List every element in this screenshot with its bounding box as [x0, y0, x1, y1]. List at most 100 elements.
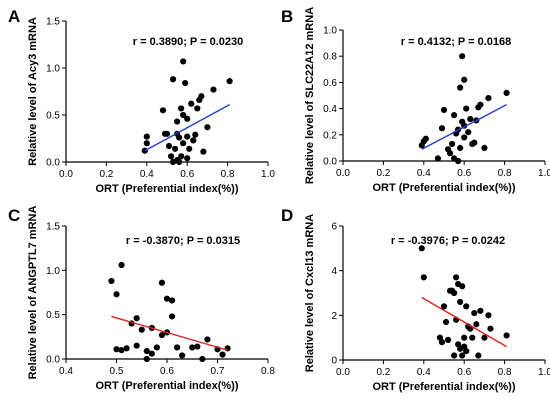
- x-tick-label: 0.6: [160, 366, 174, 377]
- data-point: [448, 140, 456, 148]
- data-point: [465, 129, 472, 136]
- y-axis-label: Relative level of SLC22A12 mRNA: [304, 7, 316, 184]
- chart-panel-b: Br = 0.4132; P = 0.0168 0.0 0.2 0.4 0.6 0.8 1.…: [281, 7, 550, 194]
- y-tick-label: 1.0: [46, 266, 60, 277]
- data-point: [189, 344, 196, 351]
- data-point: [171, 145, 179, 152]
- x-tick-label: 0.2: [376, 168, 390, 179]
- data-point: [184, 115, 191, 122]
- data-point: [473, 321, 480, 328]
- y-tick-label: 1.0: [46, 64, 60, 75]
- y-tick-label: 0.0: [46, 355, 60, 366]
- data-point: [178, 153, 185, 160]
- data-point: [485, 95, 492, 102]
- data-point: [165, 142, 173, 150]
- data-point: [108, 277, 115, 285]
- data-point: [190, 137, 197, 144]
- y-tick-label: 0.0: [323, 157, 337, 168]
- y-tick-label: 0.0: [46, 158, 60, 169]
- y-tick-label: 1.0: [323, 26, 337, 37]
- data-point: [158, 279, 166, 286]
- data-point: [467, 115, 474, 123]
- data-point: [118, 347, 125, 354]
- x-tick-label: 0.5: [110, 366, 124, 377]
- data-point: [438, 125, 446, 132]
- y-tick-label: 1.5: [46, 17, 60, 28]
- data-point: [138, 326, 145, 333]
- data-point: [159, 107, 167, 114]
- data-point: [186, 145, 193, 152]
- data-point: [457, 144, 464, 151]
- data-point: [461, 76, 468, 83]
- data-point: [457, 298, 464, 306]
- data-point: [153, 344, 160, 351]
- data-point: [188, 100, 195, 107]
- data-point: [451, 352, 458, 359]
- data-point: [174, 344, 181, 351]
- regression-line: [421, 296, 507, 348]
- data-point: [226, 78, 233, 85]
- x-tick-label: 0.6: [457, 367, 471, 378]
- data-point: [184, 133, 191, 140]
- y-tick-label: 0.2: [323, 130, 337, 141]
- data-point: [219, 351, 226, 358]
- y-axis-label: Relative level of Cxcl13 mRNA: [304, 214, 316, 372]
- x-axis-label: ORT (Preferential index(%)): [95, 183, 238, 195]
- regression-line: [144, 104, 230, 152]
- data-point: [113, 291, 120, 298]
- data-point: [440, 106, 448, 114]
- data-point: [459, 283, 466, 290]
- y-tick-label: 0.6: [323, 78, 337, 89]
- data-point: [167, 153, 175, 160]
- x-tick-label: 0.6: [457, 168, 471, 179]
- x-tick-label: 0.8: [261, 366, 275, 377]
- x-tick-label: 0.6: [180, 169, 194, 180]
- data-point: [182, 79, 189, 87]
- y-tick-label: 1.5: [46, 222, 60, 233]
- x-axis-label: ORT (Preferential index(%)): [372, 381, 515, 393]
- y-tick-label: 6: [331, 222, 337, 233]
- panel-letter: D: [281, 206, 293, 225]
- data-point: [168, 313, 176, 320]
- data-point: [143, 140, 150, 147]
- data-point: [422, 135, 429, 142]
- y-tick-label: 0.5: [46, 310, 60, 321]
- x-tick-label: 0.0: [336, 168, 350, 179]
- data-point: [481, 144, 488, 151]
- panel-letter: C: [8, 206, 20, 225]
- data-point: [180, 140, 187, 147]
- x-tick-label: 0.4: [140, 169, 154, 180]
- data-point: [143, 347, 150, 355]
- x-tick-label: 0.0: [59, 169, 73, 180]
- x-tick-label: 0.0: [336, 367, 350, 378]
- correlation-annotation: r = -0.3870; P = 0.0315: [126, 235, 240, 247]
- data-point: [461, 334, 468, 341]
- data-point: [420, 274, 427, 281]
- chart-panel-a: Ar = 0.3890; P = 0.0230 0.0 0.2 0.4 0.6 0.8 1.…: [8, 7, 275, 195]
- data-point: [192, 131, 199, 138]
- data-point: [418, 245, 425, 252]
- y-tick-label: 0.4: [323, 104, 337, 115]
- data-point: [503, 89, 510, 96]
- data-point: [463, 347, 470, 355]
- x-tick-label: 0.8: [498, 367, 512, 378]
- data-point: [503, 332, 510, 339]
- data-point: [444, 336, 452, 343]
- data-point: [442, 318, 450, 326]
- data-point: [463, 303, 470, 310]
- data-point: [463, 105, 470, 112]
- correlation-annotation: r = 0.4132; P = 0.0168: [401, 36, 512, 48]
- data-point: [168, 297, 176, 304]
- x-tick-label: 0.8: [498, 168, 512, 179]
- data-point: [133, 315, 140, 322]
- data-point: [455, 157, 462, 165]
- data-point: [457, 84, 464, 91]
- chart-panel-c: Cr = -0.3870; P = 0.0315 0.4 0.5 0.6 0.7 0.8 0…: [8, 206, 275, 392]
- x-axis-label: ORT (Preferential index(%)): [372, 182, 515, 194]
- data-point: [487, 325, 494, 332]
- data-point: [224, 345, 231, 352]
- correlation-annotation: r = -0.3976; P = 0.0242: [391, 235, 505, 247]
- data-point: [194, 343, 201, 350]
- x-tick-label: 0.7: [211, 366, 225, 377]
